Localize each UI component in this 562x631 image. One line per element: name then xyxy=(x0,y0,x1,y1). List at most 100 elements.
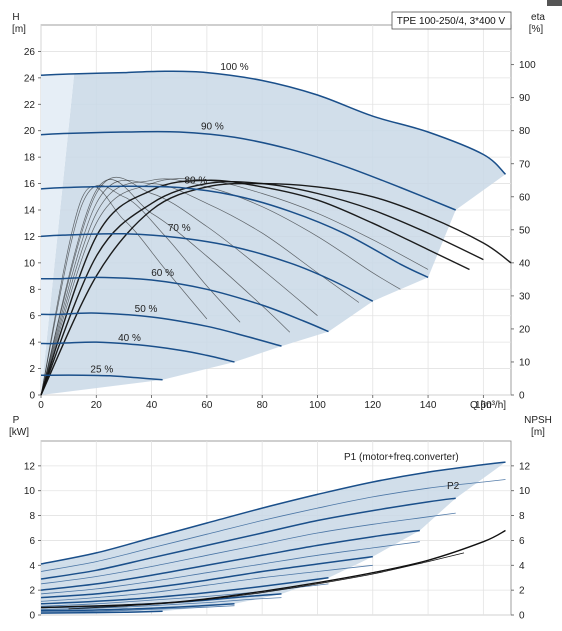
y-tick-label: 26 xyxy=(24,47,36,58)
speed-label: 60 % xyxy=(151,268,174,279)
y2-axis-unit: [%] xyxy=(529,24,544,35)
power-y-axis-ticks: 0 2 4 6 8 10 12 xyxy=(24,461,41,622)
y2-tick-label: 100 xyxy=(519,60,536,71)
y-tick-label: 18 xyxy=(24,153,36,164)
head-efficiency-chart: 100 %90 %80 %70 %60 %50 %40 %25 % 0 20 40 6… xyxy=(12,11,545,411)
speed-label: 90 % xyxy=(201,121,224,132)
npsh-curves xyxy=(40,529,506,610)
x-axis-ticks: 0 20 40 60 80 100 120 140 160 xyxy=(38,395,492,411)
npsh-tick-label: 4 xyxy=(519,561,525,572)
y-tick-label: 24 xyxy=(24,73,36,84)
y2-tick-label: 20 xyxy=(519,324,531,335)
head-curve xyxy=(40,185,429,279)
power-tick-label: 8 xyxy=(29,511,35,522)
power-tick-label: 4 xyxy=(29,561,35,572)
y-tick-label: 4 xyxy=(29,338,35,349)
power-envelope-area xyxy=(41,462,506,614)
y-tick-label: 6 xyxy=(29,311,35,322)
efficiency-curves xyxy=(40,177,512,396)
power-axis-title: P xyxy=(13,415,20,426)
head-curve xyxy=(40,130,456,211)
power-curves xyxy=(40,461,506,614)
efficiency-curve xyxy=(40,179,360,396)
x-tick-label: 80 xyxy=(257,400,269,411)
speed-label: 80 % xyxy=(184,176,207,187)
npsh-curve xyxy=(68,552,465,610)
y2-tick-label: 70 xyxy=(519,159,531,170)
npsh-tick-label: 10 xyxy=(519,486,531,497)
p2-curve xyxy=(40,605,235,613)
npsh-tick-label: 0 xyxy=(519,611,525,622)
power-tick-label: 6 xyxy=(29,536,35,547)
x-tick-label: 140 xyxy=(420,400,437,411)
p1-curve xyxy=(40,529,420,591)
speed-labels: 100 % 90 % 80 % 70 % 60 % 50 % 40 % 25 % xyxy=(90,62,248,376)
p1-curve xyxy=(40,555,373,599)
corner-decoration xyxy=(547,0,562,6)
x-tick-label: 60 xyxy=(201,400,213,411)
x-tick-label: 40 xyxy=(146,400,158,411)
npsh-tick-label: 12 xyxy=(519,461,531,472)
y2-axis-title: eta xyxy=(531,12,545,23)
y-axis-unit: [m] xyxy=(12,24,26,35)
x-tick-label: 120 xyxy=(364,400,381,411)
efficiency-curve xyxy=(40,181,484,396)
head-curve xyxy=(40,312,282,347)
power-tick-label: 0 xyxy=(29,611,35,622)
chart-title-border xyxy=(391,11,512,30)
power-axis-unit: [kW] xyxy=(9,427,29,438)
npsh-tick-label: 8 xyxy=(519,511,525,522)
speed-label: 25 % xyxy=(90,365,113,376)
x-tick-label: 160 xyxy=(475,400,492,411)
p1-curve xyxy=(40,603,235,612)
x-axis-title: Q [m³/h] xyxy=(470,400,506,411)
power-tick-label: 12 xyxy=(24,461,36,472)
head-speed-curves xyxy=(40,70,507,381)
x-tick-label: 20 xyxy=(91,400,103,411)
power-tick-label: 2 xyxy=(29,586,35,597)
efficiency-curve xyxy=(40,178,429,396)
head-curve xyxy=(40,341,235,363)
head-curve xyxy=(40,70,507,175)
y2-tick-label: 90 xyxy=(519,93,531,104)
power-operating-envelope xyxy=(41,462,506,614)
y-axis-title: H xyxy=(12,12,19,23)
p1-curve xyxy=(40,497,456,580)
y2-tick-label: 40 xyxy=(519,258,531,269)
y-tick-label: 14 xyxy=(24,206,36,217)
p1-curve xyxy=(40,610,163,614)
y-tick-label: 10 xyxy=(24,258,36,269)
npsh-tick-label: 6 xyxy=(519,536,525,547)
envelope-area xyxy=(41,71,506,396)
y2-tick-label: 10 xyxy=(519,357,531,368)
speed-label: 50 % xyxy=(135,304,158,315)
speed-label: 70 % xyxy=(168,223,191,234)
npsh-axis-unit: [m] xyxy=(531,427,545,438)
efficiency-curve xyxy=(40,179,470,396)
legend-p1-label: P1 (motor+freq.converter) xyxy=(344,452,459,463)
head-curve xyxy=(40,276,329,333)
power-tick-label: 10 xyxy=(24,486,36,497)
y2-tick-label: 0 xyxy=(519,391,525,402)
y-tick-label: 0 xyxy=(29,391,35,402)
speed-label: 40 % xyxy=(118,333,141,344)
p1-curve xyxy=(40,461,506,565)
power-npsh-chart: 0 2 4 6 8 10 12 0 2 4 6 8 10 12 P [kW] NPSH [m] P1 (… xyxy=(9,415,552,622)
p2-curve xyxy=(40,479,506,572)
p2-curve xyxy=(40,541,420,595)
head-curve xyxy=(40,232,374,302)
y-tick-label: 2 xyxy=(29,364,35,375)
speed-label: 100 % xyxy=(220,62,248,73)
y2-tick-label: 60 xyxy=(519,192,531,203)
efficiency-curve xyxy=(40,186,208,396)
chart-title-box: TPE 100-250/4, 3*400 V xyxy=(391,11,512,30)
y2-tick-label: 80 xyxy=(519,126,531,137)
npsh-axis-title: NPSH xyxy=(524,415,552,426)
y2-axis-ticks: 0 10 20 30 40 50 60 70 80 90 100 xyxy=(511,60,536,402)
p2-curve xyxy=(40,564,373,602)
chart-title: TPE 100-250/4, 3*400 V xyxy=(397,16,506,27)
y2-tick-label: 30 xyxy=(519,291,531,302)
